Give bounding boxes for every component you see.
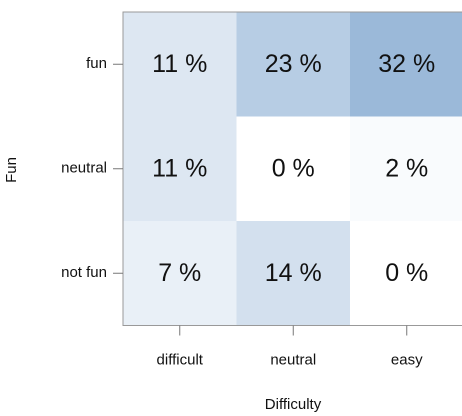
heat-cell <box>236 221 350 326</box>
y-tick-label: not fun <box>61 264 107 281</box>
x-tick-label: neutral <box>270 351 316 368</box>
cell-label: 23 % <box>265 50 322 78</box>
cell-label: 0 % <box>272 154 315 182</box>
cell-label: 11 % <box>152 154 207 182</box>
heat-cell <box>123 12 237 117</box>
cell-label: 14 % <box>265 259 322 287</box>
cell-label: 7 % <box>158 259 201 287</box>
x-tick-label: difficult <box>157 351 204 368</box>
y-axis-title: Fun <box>3 157 20 183</box>
cell-label: 0 % <box>385 259 428 287</box>
x-tick-label: easy <box>391 351 423 368</box>
cell-label: 32 % <box>378 50 435 78</box>
heat-cell <box>236 12 350 117</box>
heat-cell <box>350 12 462 117</box>
y-tick-label: fun <box>86 55 107 72</box>
heat-cell <box>350 221 462 326</box>
cell-label: 11 % <box>152 50 207 78</box>
heat-cell <box>236 116 350 221</box>
y-tick-label: neutral <box>61 160 107 177</box>
heat-cell <box>123 221 237 326</box>
cell-label: 2 % <box>385 154 428 182</box>
heat-cell <box>350 116 462 221</box>
x-axis-title: Difficulty <box>265 396 322 413</box>
heat-cell <box>123 116 237 221</box>
